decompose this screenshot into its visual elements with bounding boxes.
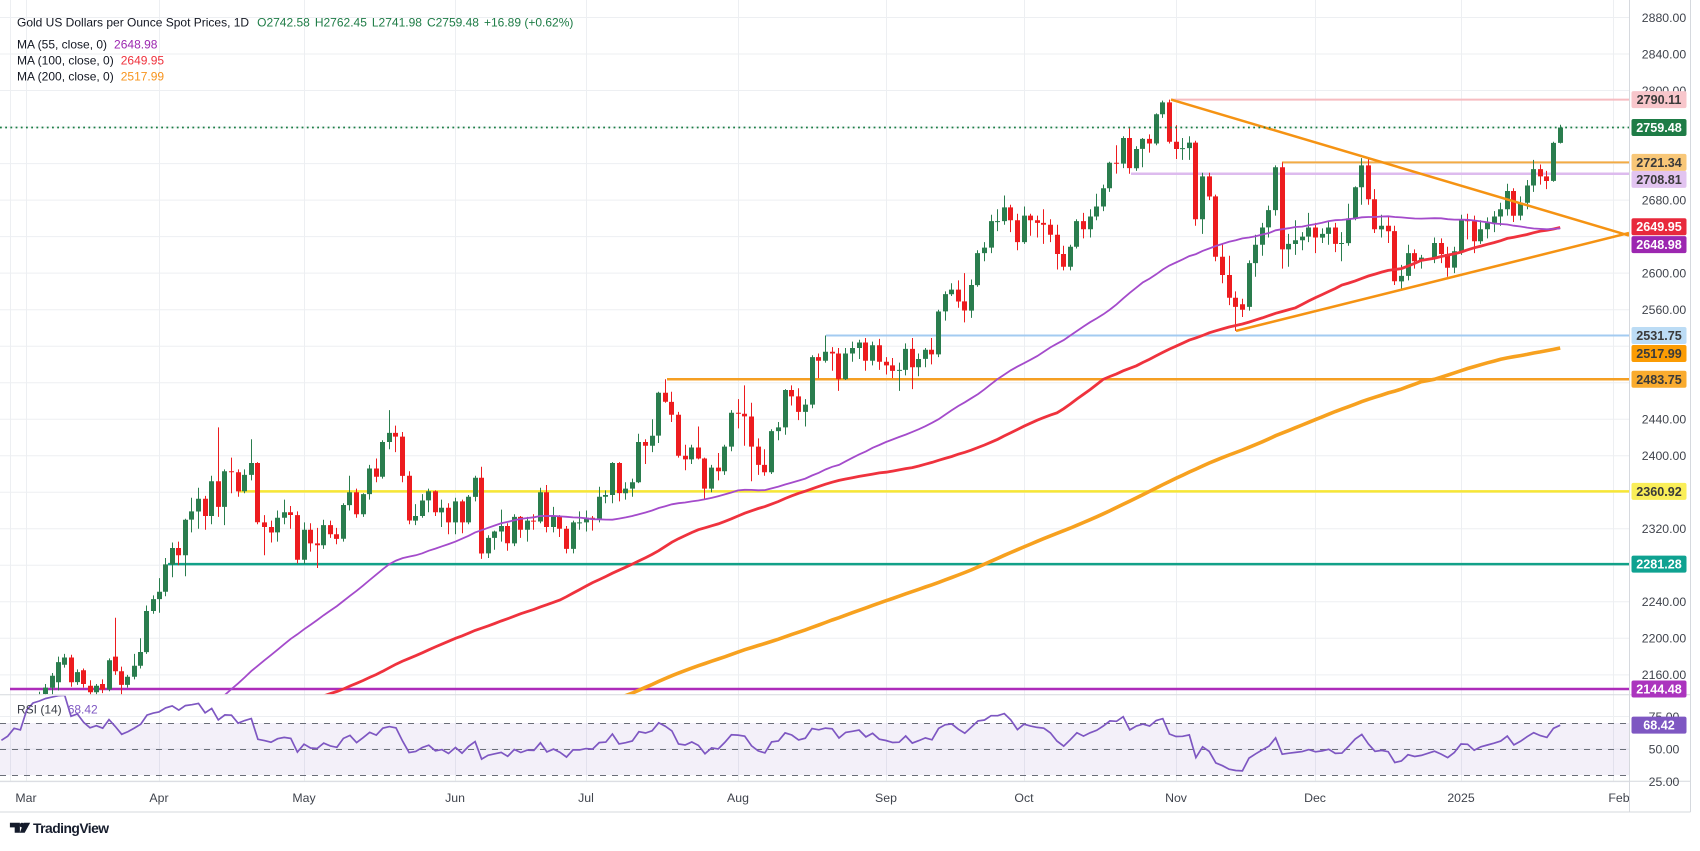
svg-text:2483.75: 2483.75: [1636, 373, 1682, 387]
svg-text:2790.11: 2790.11: [1637, 93, 1682, 107]
svg-text:2360.92: 2360.92: [1636, 485, 1682, 499]
svg-text:2708.81: 2708.81: [1636, 173, 1682, 187]
svg-text:68.42: 68.42: [1643, 719, 1675, 733]
svg-text:2721.34: 2721.34: [1636, 156, 1682, 170]
svg-text:2144.48: 2144.48: [1636, 683, 1682, 697]
svg-text:Sep: Sep: [875, 791, 897, 805]
svg-text:Jun: Jun: [445, 791, 465, 805]
svg-text:2759.48: 2759.48: [1636, 121, 1682, 135]
svg-text:Dec: Dec: [1304, 791, 1326, 805]
svg-text:MA (100, close, 0)2649.95: MA (100, close, 0) 2649.95: [17, 54, 164, 68]
svg-text:2200.00: 2200.00: [1642, 632, 1687, 646]
svg-text:2440.00: 2440.00: [1642, 413, 1687, 427]
svg-text:2600.00: 2600.00: [1642, 266, 1687, 280]
svg-text:Apr: Apr: [149, 791, 168, 805]
svg-text:RSI (14)68.42: RSI (14) 68.42: [17, 703, 98, 717]
svg-text:MA (55, close, 0)2648.98: MA (55, close, 0) 2648.98: [17, 38, 158, 52]
svg-text:MA (200, close, 0)2517.99: MA (200, close, 0) 2517.99: [17, 70, 164, 84]
svg-text:2240.00: 2240.00: [1642, 595, 1687, 609]
svg-text:Jul: Jul: [578, 791, 594, 805]
svg-text:2400.00: 2400.00: [1642, 449, 1687, 463]
svg-text:2840.00: 2840.00: [1642, 47, 1687, 61]
svg-text:Aug: Aug: [727, 791, 749, 805]
svg-text:2649.95: 2649.95: [1636, 220, 1682, 234]
svg-text:2281.28: 2281.28: [1636, 558, 1682, 572]
svg-text:Mar: Mar: [15, 791, 36, 805]
svg-text:25.00: 25.00: [1649, 775, 1680, 789]
svg-text:Nov: Nov: [1165, 791, 1188, 805]
svg-text:2517.99: 2517.99: [1636, 347, 1682, 361]
svg-text:Oct: Oct: [1014, 791, 1034, 805]
svg-text:2531.75: 2531.75: [1636, 329, 1682, 343]
svg-text:2648.98: 2648.98: [1636, 238, 1682, 252]
svg-text:Feb: Feb: [1608, 791, 1629, 805]
svg-text:2025: 2025: [1447, 791, 1475, 805]
svg-text:Gold US Dollars per Ounce Spot: Gold US Dollars per Ounce Spot Prices, 1…: [17, 16, 573, 30]
svg-text:2680.00: 2680.00: [1642, 193, 1687, 207]
svg-text:TradingView: TradingView: [33, 820, 109, 836]
svg-text:2560.00: 2560.00: [1642, 303, 1687, 317]
svg-text:2880.00: 2880.00: [1642, 11, 1687, 25]
svg-text:50.00: 50.00: [1649, 742, 1680, 756]
svg-text:2320.00: 2320.00: [1642, 522, 1687, 536]
svg-text:May: May: [292, 791, 316, 805]
svg-text:2160.00: 2160.00: [1642, 668, 1687, 682]
